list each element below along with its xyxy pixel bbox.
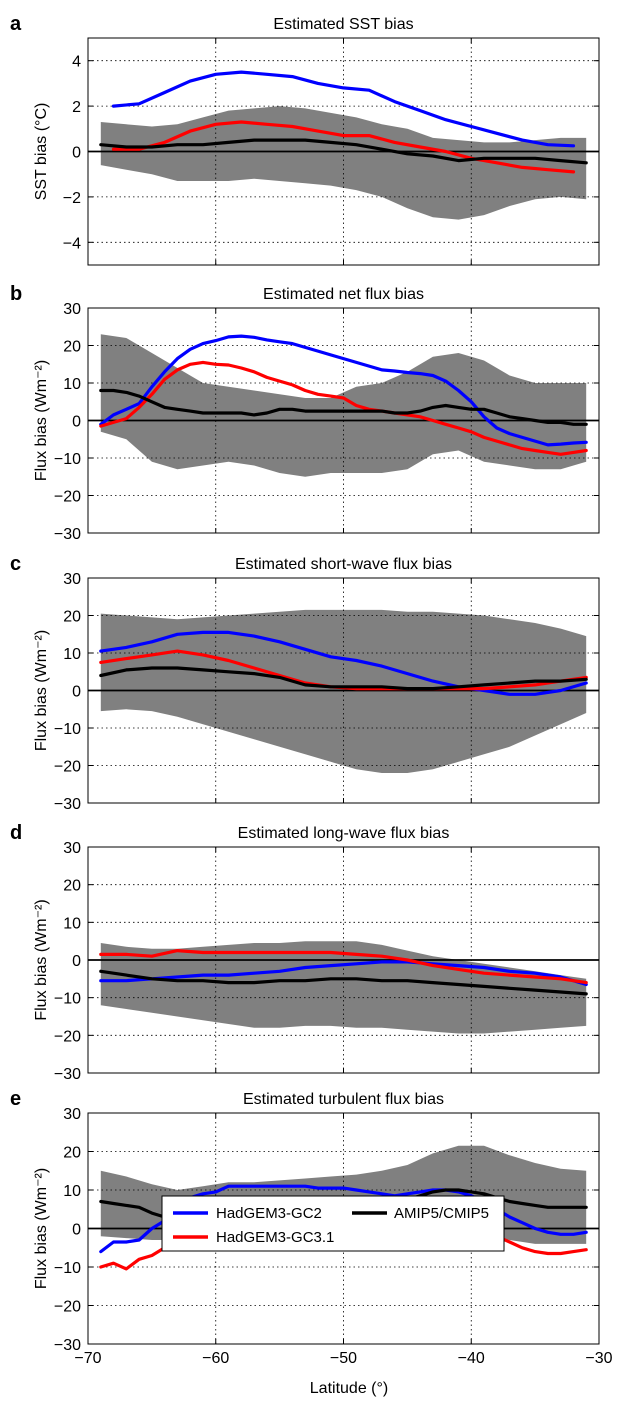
y-tick-label: −20: [54, 489, 81, 506]
series-line-amip5-cmip5: [99, 969, 588, 996]
y-tick-label: 30: [63, 301, 81, 318]
y-tick-label: 0: [72, 684, 81, 701]
panel-title: Estimated long-wave flux bias: [238, 825, 450, 842]
series-line-amip5-cmip5: [99, 388, 588, 426]
y-tick-label: −30: [54, 796, 81, 813]
spread-band: [100, 106, 587, 220]
x-tick-label: −60: [202, 1350, 229, 1367]
y-tick-label: 2: [72, 99, 81, 116]
y-tick-label: 20: [63, 609, 81, 626]
y-tick-label: −10: [54, 721, 81, 738]
y-axis-label: SST bias (°C): [33, 103, 50, 201]
panel-letter: c: [10, 553, 21, 575]
y-axis-label: Flux bias (Wm⁻²): [33, 899, 50, 1020]
legend-label-hadgem3-gc3.1: HadGEM3-GC3.1: [216, 1229, 334, 1246]
series-line-amip5-cmip5: [99, 138, 588, 165]
series-line-hadgem3-gc3.1: [99, 360, 588, 456]
y-tick-label: 20: [63, 339, 81, 356]
chart-panel-d: −30 −20 −10 0 10 20 30 Estimated long-wave flux…: [10, 822, 600, 1083]
series-line-hadgem3-gc3.1: [99, 948, 588, 985]
y-tick-label: 10: [63, 1183, 81, 1200]
chart-panel-b: −30 −20 −10 0 10 20 30 Estimated net flux bias b…: [10, 283, 600, 543]
x-tick-label: −30: [585, 1350, 612, 1367]
x-tick-label: −40: [458, 1350, 485, 1367]
panel-letter: d: [10, 822, 22, 844]
panel-letter: b: [10, 283, 22, 305]
legend: HadGEM3-GC2 AMIP5/CMIP5 HadGEM3-GC3.1: [161, 1195, 505, 1252]
x-axis-label: Latitude (°): [310, 1380, 388, 1397]
panel-title: Estimated net flux bias: [263, 286, 424, 303]
y-tick-label: −10: [54, 991, 81, 1008]
series-line-hadgem3-gc2: [99, 630, 588, 696]
panel-letter: e: [10, 1088, 21, 1110]
y-tick-label: −30: [54, 1066, 81, 1083]
chart-panel-a: −4 −2 0 2 4 Estimated SST bias a SST bias (°C): [10, 13, 600, 266]
y-tick-label: 0: [72, 1222, 81, 1239]
y-tick-label: −10: [54, 1260, 81, 1277]
y-tick-label: 0: [72, 414, 81, 431]
y-axis-label: Flux bias (Wm⁻²): [33, 360, 50, 481]
y-tick-label: 30: [63, 840, 81, 857]
y-tick-label: 10: [63, 376, 81, 393]
spread-band: [100, 334, 587, 477]
series-line-amip5-cmip5: [99, 666, 588, 691]
y-axis-label: Flux bias (Wm⁻²): [33, 630, 50, 751]
y-tick-label: 0: [72, 953, 81, 970]
y-tick-label: −20: [54, 1028, 81, 1045]
series-line-hadgem3-gc2: [111, 70, 576, 148]
y-tick-label: 4: [72, 54, 81, 71]
y-tick-label: 20: [63, 1145, 81, 1162]
y-tick-label: 0: [72, 145, 81, 162]
x-tick-label: −70: [74, 1350, 101, 1367]
series-line-hadgem3-gc2: [99, 960, 588, 987]
y-tick-label: −20: [54, 1299, 81, 1316]
panel-letter: a: [10, 13, 22, 35]
y-tick-label: 30: [63, 1106, 81, 1123]
legend-label-amip5-cmip5: AMIP5/CMIP5: [394, 1205, 489, 1222]
y-tick-label: −30: [54, 1337, 81, 1354]
y-tick-label: 10: [63, 646, 81, 663]
legend-label-hadgem3-gc2: HadGEM3-GC2: [216, 1205, 322, 1222]
y-tick-label: −20: [54, 759, 81, 776]
panel-title: Estimated turbulent flux bias: [243, 1091, 444, 1108]
legend-box: [161, 1195, 505, 1252]
panel-title: Estimated SST bias: [273, 16, 413, 33]
series-line-hadgem3-gc2: [99, 334, 588, 447]
y-tick-label: 10: [63, 915, 81, 932]
chart-panel-c: −30 −20 −10 0 10 20 30 Estimated short-wave flu…: [10, 553, 600, 813]
x-tick-label: −50: [330, 1350, 357, 1367]
y-tick-label: 30: [63, 571, 81, 588]
y-tick-label: −2: [63, 190, 81, 207]
y-tick-label: −4: [63, 235, 81, 252]
series-line-hadgem3-gc3.1: [111, 120, 576, 174]
y-tick-label: 20: [63, 878, 81, 895]
y-tick-label: −30: [54, 526, 81, 543]
panel-title: Estimated short-wave flux bias: [235, 556, 452, 573]
y-axis-label: Flux bias (Wm⁻²): [33, 1168, 50, 1289]
y-tick-label: −10: [54, 451, 81, 468]
